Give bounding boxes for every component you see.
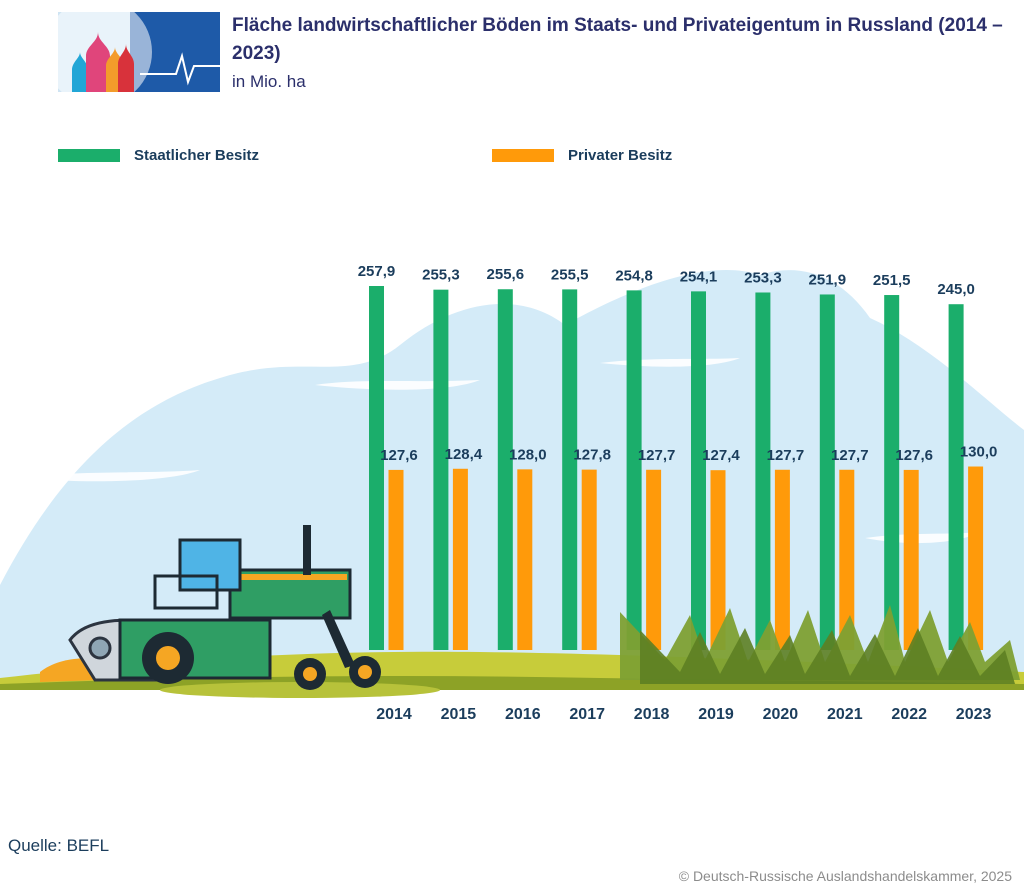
bar-private-2017: [581, 469, 597, 650]
label-state-2018: 254,8: [615, 267, 653, 284]
bar-state-2018: [626, 290, 642, 650]
label-state-2021: 251,9: [809, 271, 847, 288]
bar-state-2022: [884, 295, 900, 650]
label-state-2015: 255,3: [422, 267, 460, 284]
label-private-2016: 128,0: [509, 446, 547, 463]
source-note: Quelle: BEFL: [8, 836, 110, 855]
label-state-2020: 253,3: [744, 269, 782, 286]
label-private-2014: 127,6: [380, 447, 418, 464]
label-state-2017: 255,5: [551, 266, 589, 283]
x-tick-2015: 2015: [441, 706, 477, 723]
bar-private-2021: [839, 469, 855, 650]
bar-private-2016: [517, 469, 533, 650]
label-state-2022: 251,5: [873, 272, 911, 289]
legend-swatch-state: [58, 149, 120, 162]
legend: Staatlicher Besitz Privater Besitz: [0, 147, 1024, 167]
copyright-note: © Deutsch-Russische Auslandshandelskamme…: [678, 868, 1012, 884]
label-private-2018: 127,7: [638, 447, 676, 464]
bar-state-2016: [497, 289, 513, 650]
label-private-2017: 127,8: [573, 447, 611, 464]
bar-state-2020: [755, 292, 771, 650]
label-private-2022: 127,6: [895, 447, 933, 464]
bar-private-2014: [388, 469, 404, 650]
harvester-illustration: [40, 525, 440, 698]
bar-private-2019: [710, 470, 726, 650]
bar-state-2015: [433, 289, 449, 650]
x-tick-2022: 2022: [891, 706, 927, 723]
bar-state-2019: [691, 291, 706, 650]
x-tick-2020: 2020: [763, 706, 799, 723]
bar-state-2017: [562, 289, 578, 650]
x-tick-2016: 2016: [505, 706, 541, 723]
legend-label-state: Staatlicher Besitz: [134, 147, 260, 164]
legend-item-private: Privater Besitz: [492, 147, 672, 164]
grass-foreground: [620, 605, 1020, 684]
label-state-2016: 255,6: [487, 266, 525, 283]
chart-title: Fläche landwirtschaftlicher Böden im Sta…: [232, 15, 1003, 64]
logo: [58, 12, 220, 92]
label-private-2020: 127,7: [767, 447, 805, 464]
bar-private-2020: [774, 469, 790, 650]
bar-private-2023: [968, 466, 984, 650]
label-state-2014: 257,9: [358, 263, 396, 280]
chart-unit: in Mio. ha: [232, 72, 306, 91]
legend-item-state: Staatlicher Besitz: [58, 147, 259, 164]
bar-private-2022: [903, 469, 919, 650]
x-tick-2021: 2021: [827, 706, 863, 723]
bars-layer: 257,9 127,6 2014 255,3 128,4 2015 255,6 128,0 20…: [358, 263, 998, 723]
label-state-2019: 254,1: [680, 268, 718, 285]
x-tick-2023: 2023: [956, 706, 992, 723]
x-tick-2017: 2017: [569, 706, 605, 723]
label-private-2021: 127,7: [831, 447, 869, 464]
x-tick-2018: 2018: [634, 706, 670, 723]
bar-state-2023: [948, 304, 964, 650]
bar-private-2015: [452, 468, 468, 650]
x-tick-2019: 2019: [698, 706, 734, 723]
label-state-2023: 245,0: [937, 281, 975, 298]
x-tick-2014: 2014: [376, 706, 412, 723]
bar-state-2014: [369, 286, 384, 650]
label-private-2023: 130,0: [960, 444, 998, 461]
bar-private-2018: [646, 469, 662, 650]
label-private-2015: 128,4: [445, 446, 483, 463]
legend-swatch-private: [492, 149, 554, 162]
bar-state-2021: [819, 294, 835, 650]
legend-label-private: Privater Besitz: [568, 147, 673, 164]
label-private-2019: 127,4: [702, 447, 740, 464]
